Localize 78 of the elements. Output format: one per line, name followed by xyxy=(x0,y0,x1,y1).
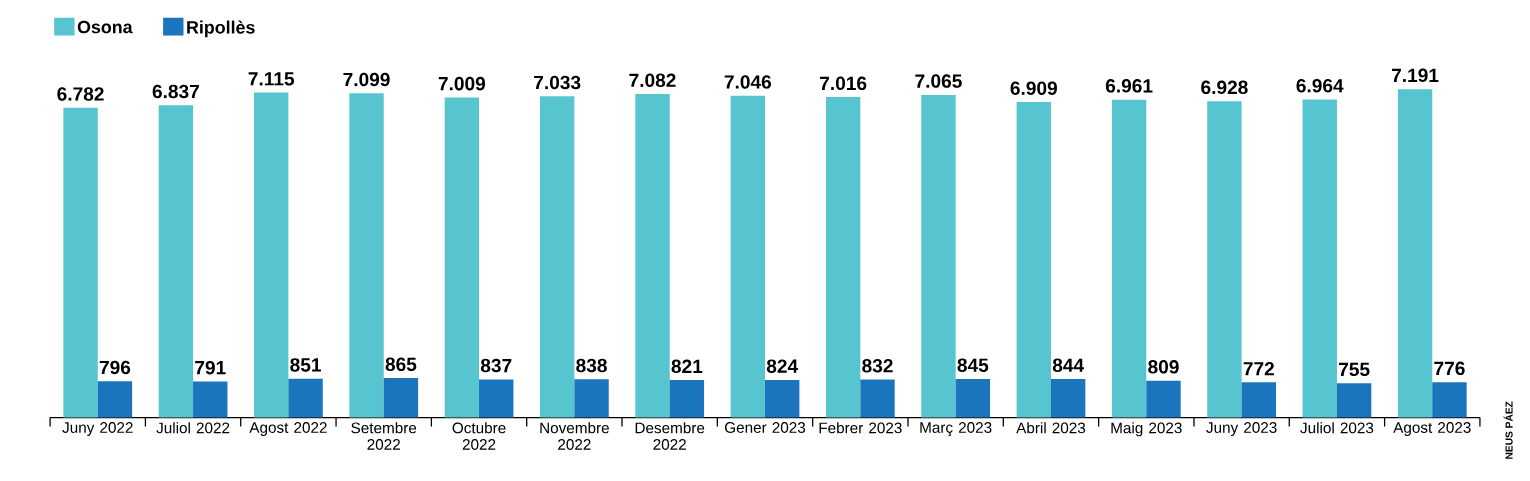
bar xyxy=(1397,88,1433,418)
bar xyxy=(193,381,228,418)
data-label: 7.082 xyxy=(629,73,676,87)
bar xyxy=(1146,380,1181,418)
data-label: 832 xyxy=(862,358,893,373)
data-label: 7.065 xyxy=(915,74,962,88)
bar xyxy=(383,377,419,418)
data-label: 6.964 xyxy=(1296,78,1344,93)
bar xyxy=(635,93,670,418)
x-tick-label: Desembre 2022 xyxy=(635,421,705,450)
data-label: 845 xyxy=(957,358,989,372)
data-label: 7.016 xyxy=(820,76,867,90)
data-label: 755 xyxy=(1339,362,1370,376)
x-tick-label: Març 2023 xyxy=(920,421,992,436)
bar xyxy=(730,95,766,418)
bar xyxy=(63,107,98,418)
bar xyxy=(1050,378,1086,418)
x-tick-label: Juny 2022 xyxy=(62,421,133,436)
x-tick-label: Febrer 2023 xyxy=(819,421,902,434)
data-label: 837 xyxy=(480,358,512,373)
bar xyxy=(444,97,480,418)
bar xyxy=(1207,101,1242,418)
data-label: 772 xyxy=(1243,361,1274,376)
bar xyxy=(479,379,514,418)
bar xyxy=(921,94,956,418)
x-tick-label: Novembre 2022 xyxy=(540,421,609,450)
x-tick-label: Gener 2023 xyxy=(725,421,806,433)
data-label: 809 xyxy=(1148,359,1179,374)
bar xyxy=(765,379,800,418)
data-label: 796 xyxy=(99,360,131,375)
data-label: 776 xyxy=(1434,361,1465,375)
data-label: 6.961 xyxy=(1105,78,1153,93)
bar xyxy=(1432,382,1467,418)
legend-label: Ripollès xyxy=(187,20,255,38)
data-label: 7.191 xyxy=(1392,68,1439,82)
bar xyxy=(1302,99,1337,418)
data-label: 821 xyxy=(671,359,703,373)
data-label: 7.099 xyxy=(343,72,390,87)
x-tick-label: Juliol 2023 xyxy=(1300,421,1374,434)
x-tick-label: Setembre 2022 xyxy=(351,421,417,450)
bar xyxy=(669,379,705,418)
bar xyxy=(1241,382,1276,418)
data-label: 7.033 xyxy=(534,75,581,90)
bar xyxy=(539,96,575,418)
x-tick-label: Juny 2023 xyxy=(1206,421,1277,436)
bar xyxy=(97,381,133,418)
bar xyxy=(1016,101,1051,418)
legend-label: Osona xyxy=(77,20,133,34)
data-label: 838 xyxy=(576,358,607,373)
data-label: 7.046 xyxy=(724,75,772,89)
data-label: 865 xyxy=(385,357,417,371)
data-label: 7.009 xyxy=(438,76,486,91)
bar xyxy=(254,92,289,418)
data-label: 851 xyxy=(290,358,321,372)
data-label: 844 xyxy=(1052,358,1084,372)
x-tick-label: Maig 2023 xyxy=(1111,421,1182,437)
bar xyxy=(349,93,384,418)
x-tick-label: Agost 2022 xyxy=(249,421,327,436)
data-label: 6.909 xyxy=(1010,81,1057,95)
bar xyxy=(825,96,861,418)
bar xyxy=(955,378,991,418)
x-tick-label: Abril 2023 xyxy=(1016,421,1086,434)
bar xyxy=(1336,382,1372,418)
text: NEUS PÁEZ xyxy=(1503,401,1513,459)
data-label: 7.115 xyxy=(248,72,295,86)
bar xyxy=(288,378,323,418)
x-tick-label: Agost 2023 xyxy=(1393,421,1471,436)
data-label: 6.782 xyxy=(57,87,104,101)
data-label: 6.928 xyxy=(1201,80,1248,94)
x-tick-label: Juliol 2022 xyxy=(156,421,230,434)
x-tick-label: Octubre 2022 xyxy=(452,421,506,450)
data-label: 6.837 xyxy=(152,84,199,99)
bar xyxy=(574,379,609,418)
bar xyxy=(860,379,895,418)
data-label: 824 xyxy=(766,359,799,373)
bar xyxy=(1111,99,1147,418)
data-label: 791 xyxy=(195,360,226,375)
bar xyxy=(158,105,194,418)
